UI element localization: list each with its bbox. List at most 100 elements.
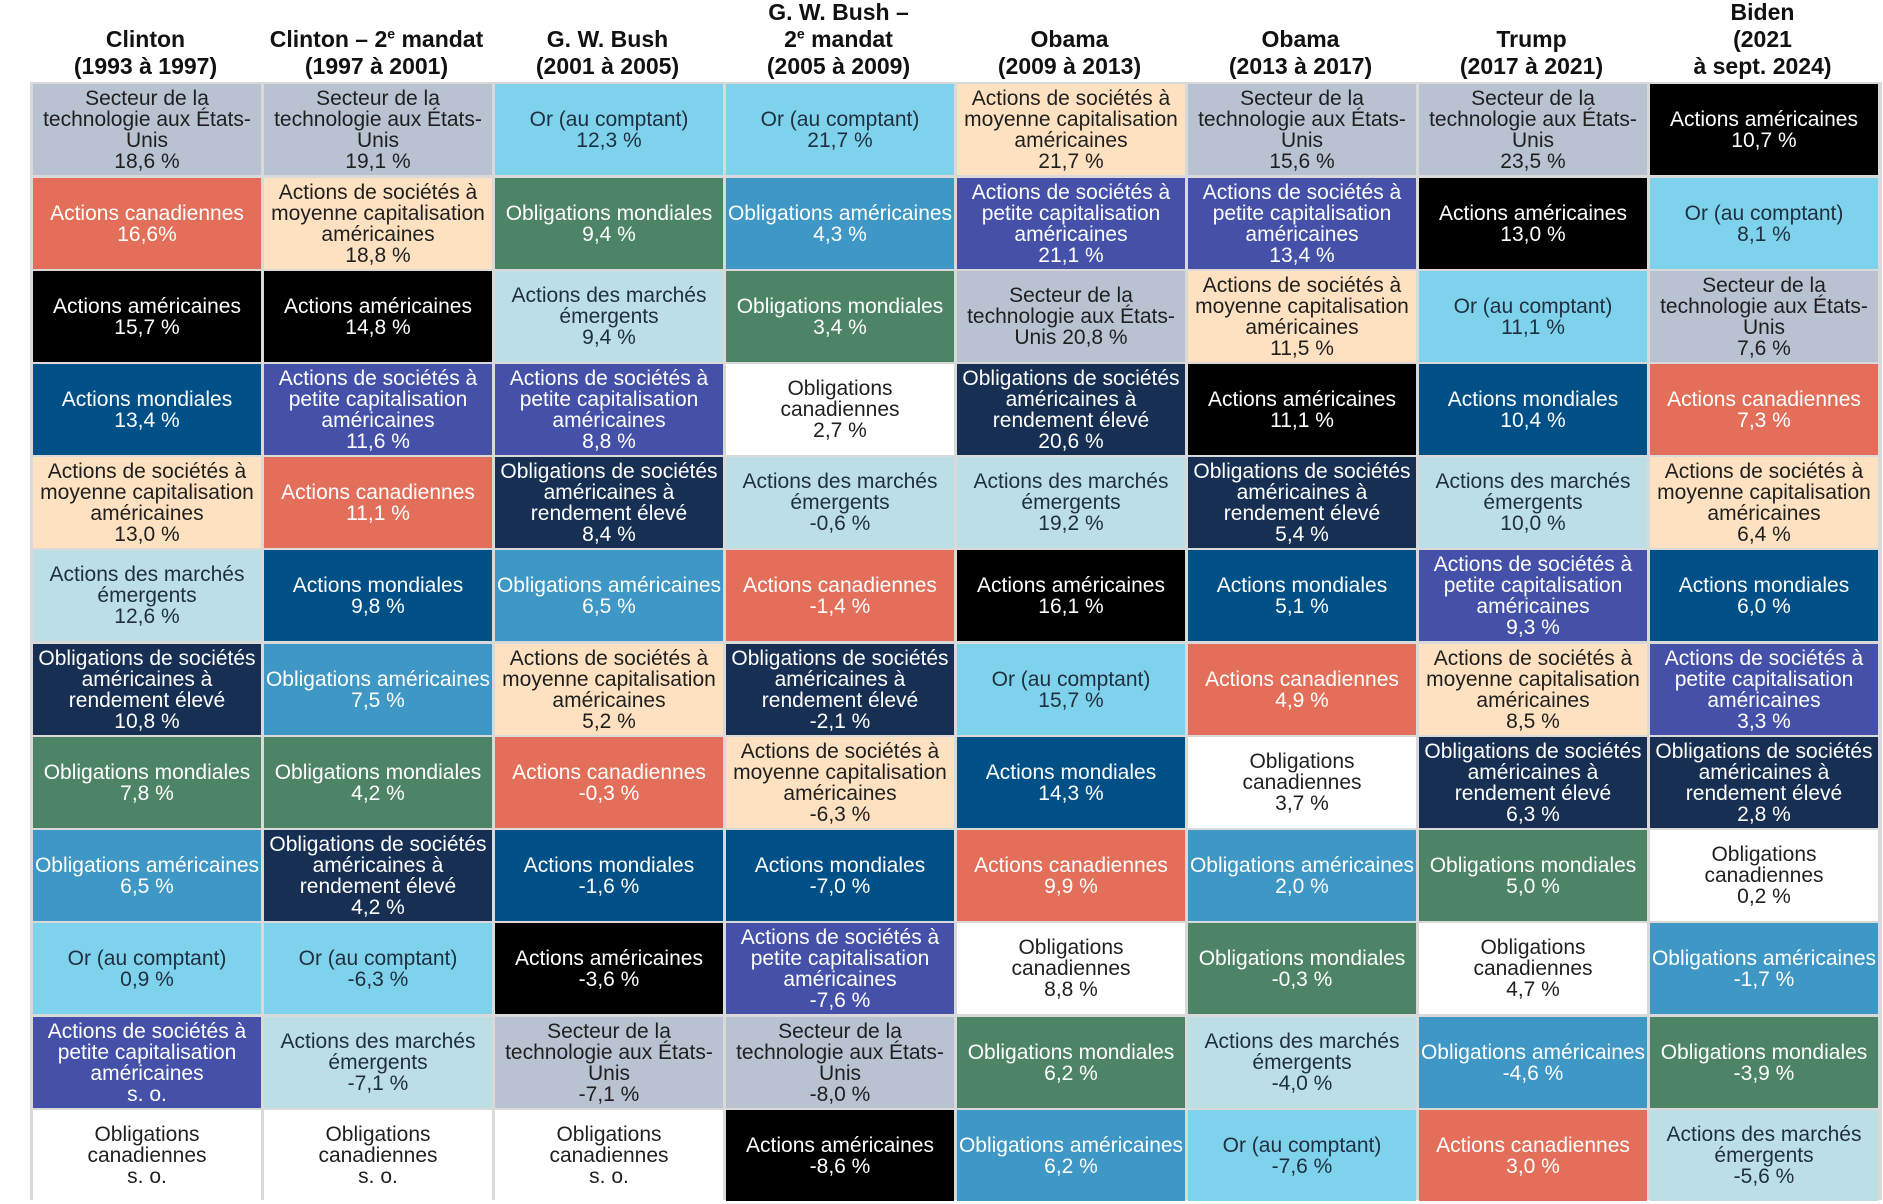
return-cell-tech: Secteur de la technologie aux États-Unis… [1650,271,1878,362]
asset-label: Obligations mondiales [274,760,482,784]
return-cell-high_yield: Obligations de sociétés américaines à re… [33,644,261,735]
asset-label: Actions américaines [1208,387,1396,411]
asset-label: Actions de sociétés à moyenne capitalisa… [502,646,716,712]
return-cell-global_equity: Actions mondiales 6,0 % [1650,550,1878,641]
asset-label: Actions de sociétés à petite capitalisat… [1664,646,1864,712]
return-value: 6,3 % [1506,802,1560,826]
return-value: 2,8 % [1737,802,1791,826]
return-value: 14,3 % [1038,781,1104,805]
return-cell-tech: Secteur de la technologie aux États-Unis… [1419,84,1647,175]
return-value: 7,8 % [120,781,174,805]
return-value: 15,7 % [1038,688,1104,712]
return-value: 9,8 % [351,594,405,618]
asset-label: Obligations canadiennes [318,1123,438,1167]
asset-label: Obligations canadiennes [1473,936,1593,980]
return-cell-ca_equity: Actions canadiennes 11,1 % [264,457,492,548]
return-cell-global_bonds: Obligations mondiales 4,2 % [264,737,492,828]
return-cell-gold: Or (au comptant) 21,7 % [726,84,954,175]
header-line: G. W. Bush – [768,0,909,25]
return-cell-global_bonds: Obligations mondiales 9,4 % [495,178,723,269]
asset-label: Actions de sociétés à moyenne capitalisa… [733,739,947,805]
asset-label: Obligations mondiales [967,1040,1175,1064]
return-cell-us_mid: Actions de sociétés à moyenne capitalisa… [33,457,261,548]
return-value: 8,1 % [1737,222,1791,246]
return-value: 4,2 % [351,781,405,805]
header-text: mandat [804,26,893,52]
asset-label: Actions de sociétés à petite capitalisat… [740,925,940,991]
return-cell-tech: Secteur de la technologie aux États-Unis… [726,1017,954,1108]
header-line: (2001 à 2005) [535,53,680,79]
return-value: 8,8 % [582,429,636,453]
asset-label: Obligations canadiennes [87,1123,207,1167]
return-value: 21,7 % [807,128,873,152]
header-text: 2 [784,26,797,52]
header-text: mandat [395,26,484,52]
header-line: G. W. Bush [547,26,668,53]
header-line: à sept. 2024) [1693,53,1832,79]
return-value: 21,7 % [1038,149,1104,173]
return-cell-us_equity: Actions américaines 14,8 % [264,271,492,362]
return-value: 12,6 % [114,605,180,628]
return-value: 3,3 % [1737,709,1791,733]
return-cell-tech: Secteur de la technologie aux États-Unis… [957,271,1185,362]
asset-label: Actions mondiales [61,387,233,411]
asset-label: Actions de sociétés à petite capitalisat… [1202,180,1402,246]
asset-label: Actions canadiennes [1436,1133,1630,1157]
asset-label: Actions américaines [1439,201,1627,225]
asset-label: Actions mondiales [985,760,1157,784]
asset-label: Actions mondiales [292,573,464,597]
return-cell-us_small: Actions de sociétés à petite capitalisat… [1650,644,1878,735]
asset-label: Actions américaines [53,294,241,318]
return-cell-us_equity: Actions américaines 11,1 % [1188,364,1416,455]
asset-label: Actions des marchés émergents [1204,1030,1400,1074]
asset-label: Or (au comptant) [529,107,689,131]
return-value: -0,6 % [809,512,871,535]
return-value: 11,1 % [1270,408,1334,432]
asset-label: Actions américaines [1670,107,1858,131]
return-cell-em: Actions des marchés émergents -5,6 % [1650,1110,1878,1201]
return-value: -7,0 % [809,874,871,898]
return-value: -1,4 % [809,594,871,618]
asset-label: Actions américaines [515,946,703,970]
return-cell-global_equity: Actions mondiales -1,6 % [495,830,723,921]
asset-label: Or (au comptant) [1453,294,1613,318]
asset-label: Obligations américaines [1651,946,1877,970]
return-cell-us_mid: Actions de sociétés à moyenne capitalisa… [726,737,954,828]
return-value: 13,0 % [114,522,180,546]
return-cell-global_bonds: Obligations mondiales 6,2 % [957,1017,1185,1108]
asset-label: Actions canadiennes [50,201,244,225]
asset-label: Or (au comptant) [1222,1133,1382,1157]
return-cell-ca_bonds: Obligations canadiennes s. o. [495,1110,723,1201]
return-value: 3,0 % [1506,1154,1560,1178]
return-value: 9,3 % [1506,615,1560,639]
asset-label: Obligations canadiennes [780,377,900,421]
return-cell-high_yield: Obligations de sociétés américaines à re… [957,364,1185,455]
return-value: -1,6 % [578,874,640,898]
return-value: s. o. [127,1165,167,1188]
return-cell-us_small: Actions de sociétés à petite capitalisat… [726,923,954,1014]
return-value: 4,9 % [1275,688,1329,712]
return-cell-global_equity: Actions mondiales 5,1 % [1188,550,1416,641]
asset-label: Actions mondiales [1447,387,1619,411]
return-cell-gold: Or (au comptant) 15,7 % [957,644,1185,735]
return-cell-ca_equity: Actions canadiennes 3,0 % [1419,1110,1647,1201]
return-cell-ca_bonds: Obligations canadiennes s. o. [33,1110,261,1201]
return-cell-us_small: Actions de sociétés à petite capitalisat… [264,364,492,455]
asset-label: Obligations canadiennes [549,1123,669,1167]
asset-label: Actions mondiales [523,853,695,877]
return-value: -7,6 % [1271,1154,1333,1178]
return-cell-global_bonds: Obligations mondiales -3,9 % [1650,1017,1878,1108]
return-value: -5,6 % [1733,1165,1795,1188]
return-value: 4,2 % [351,895,405,919]
return-cell-high_yield: Obligations de sociétés américaines à re… [726,644,954,735]
column-header: G. W. Bush (2001 à 2005) [492,0,723,82]
return-value: 6,5 % [582,594,636,618]
return-value: -1,7 % [1733,967,1795,991]
return-cell-gold: Or (au comptant) 12,3 % [495,84,723,175]
asset-label: Actions de sociétés à moyenne capitalisa… [1657,459,1871,525]
asset-label: Actions américaines [977,573,1165,597]
asset-label: Obligations de sociétés américaines à re… [38,646,256,712]
asset-label: Actions de sociétés à moyenne capitalisa… [271,180,485,246]
asset-label: Actions de sociétés à petite capitalisat… [1433,552,1633,618]
asset-label: Obligations canadiennes [1704,843,1824,887]
